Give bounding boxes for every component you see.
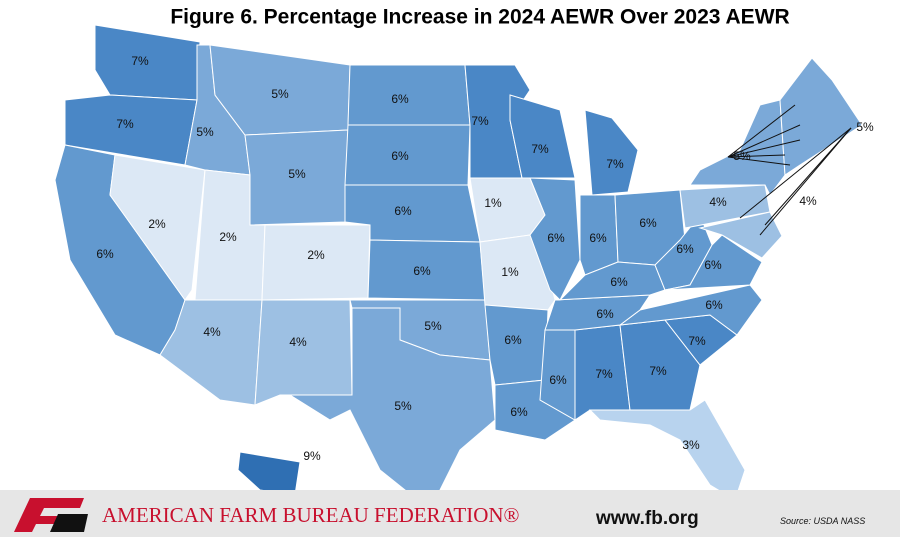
source: Source: USDA NASS xyxy=(780,516,865,526)
region-label: 4% xyxy=(289,335,307,349)
region-label: 6% xyxy=(610,275,628,289)
region-label: 7% xyxy=(688,334,706,348)
region-label: 6% xyxy=(547,231,565,245)
region-label: 6% xyxy=(96,247,114,261)
footer-band xyxy=(0,490,900,537)
region-label: 4% xyxy=(709,195,727,209)
leader-line xyxy=(727,104,796,158)
logo xyxy=(14,498,88,532)
region-label: 5% xyxy=(733,149,751,163)
region-label: 6% xyxy=(596,307,614,321)
region-label: 6% xyxy=(504,333,522,347)
region-label: 7% xyxy=(595,367,613,381)
state xyxy=(261,224,371,301)
region-label: 6% xyxy=(510,405,528,419)
leader-line xyxy=(727,156,791,166)
state xyxy=(244,129,349,226)
state xyxy=(347,64,471,126)
region-label: 6% xyxy=(413,264,431,278)
region-label: 7% xyxy=(531,142,549,156)
region-label: 6% xyxy=(589,231,607,245)
region-label: 5% xyxy=(424,319,442,333)
region-label: 5% xyxy=(856,120,874,134)
region-label: 2% xyxy=(219,230,237,244)
region-label: 9% xyxy=(303,449,321,463)
leader-line xyxy=(759,127,852,236)
region-label: 6% xyxy=(391,149,409,163)
region-label: 6% xyxy=(391,92,409,106)
organization: AMERICAN FARM BUREAU FEDERATION® xyxy=(102,503,520,527)
state xyxy=(698,211,783,259)
state xyxy=(237,451,301,496)
region-label: 2% xyxy=(148,217,166,231)
state xyxy=(618,284,763,336)
state xyxy=(254,299,353,406)
region-label: 1% xyxy=(484,196,502,210)
state xyxy=(779,57,863,176)
region-label: 5% xyxy=(196,125,214,139)
region-label: 7% xyxy=(131,54,149,68)
region-label: 6% xyxy=(705,298,723,312)
region-label: 6% xyxy=(394,204,412,218)
state xyxy=(109,154,206,301)
state xyxy=(529,177,581,301)
region-label: 7% xyxy=(649,364,667,378)
leader-line xyxy=(727,124,801,158)
region-label: 1% xyxy=(501,265,519,279)
title: Figure 6. Percentage Increase in 2024 AE… xyxy=(170,6,789,29)
website: www.fb.org xyxy=(595,508,699,529)
region-label: 4% xyxy=(203,325,221,339)
region-label: 6% xyxy=(639,216,657,230)
leader-line xyxy=(727,139,801,158)
region-label: 7% xyxy=(606,157,624,171)
state xyxy=(584,109,639,196)
region-label: 5% xyxy=(271,87,289,101)
region-label: 3% xyxy=(682,438,700,452)
region-label: 7% xyxy=(116,117,134,131)
region-label: 7% xyxy=(471,114,489,128)
region-label: 6% xyxy=(676,242,694,256)
state xyxy=(588,399,746,501)
region-label: 6% xyxy=(549,373,567,387)
state xyxy=(689,99,786,196)
region-label: 6% xyxy=(704,258,722,272)
region-label: 4% xyxy=(799,194,817,208)
region-label: 5% xyxy=(394,399,412,413)
region-label: 5% xyxy=(288,167,306,181)
leader-line xyxy=(739,127,852,219)
leader-line xyxy=(727,154,786,158)
state xyxy=(288,307,496,511)
states xyxy=(54,24,863,511)
region-label: 2% xyxy=(307,248,325,262)
state xyxy=(509,94,576,179)
labels: 7% 7% 6% 2% 5% 5% 5% 2% 2% 4% 4% 6% 6% 6% 6% 5% 5% 7% 1% 1%… xyxy=(96,54,874,463)
